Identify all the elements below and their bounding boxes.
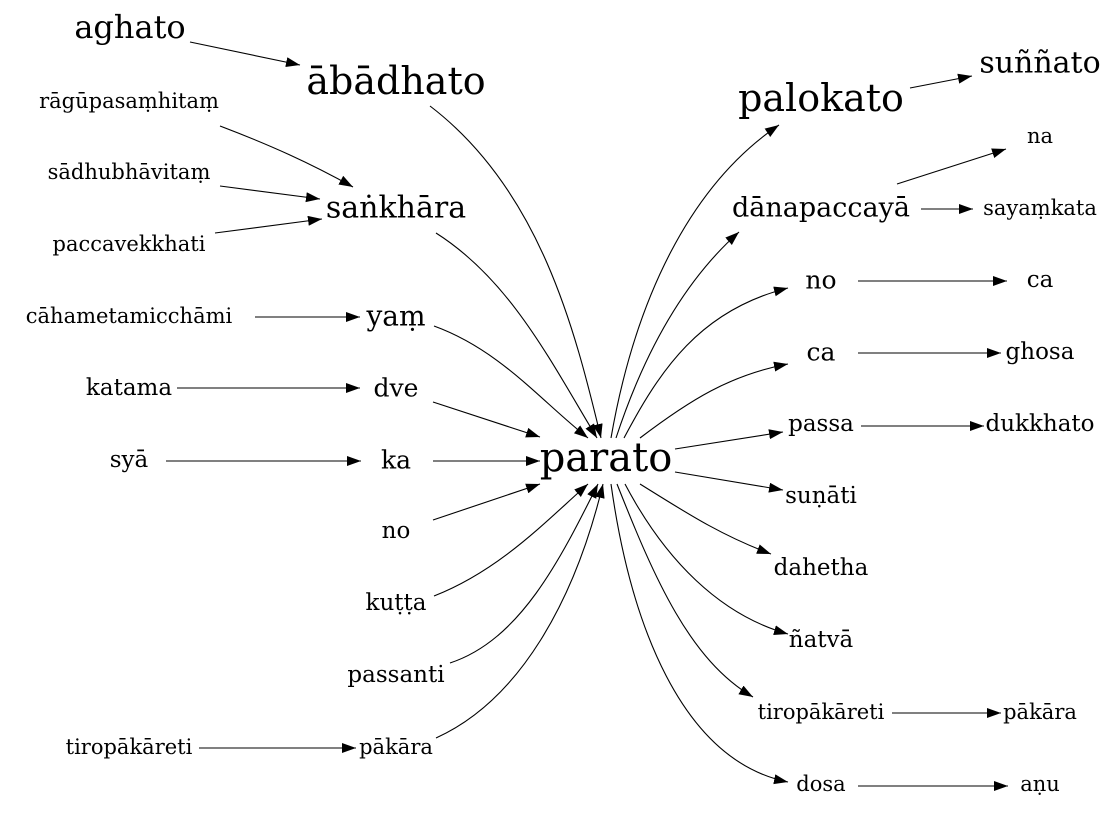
node-katama: katama <box>86 375 172 401</box>
node-ca-2: ca <box>807 338 836 367</box>
edge-sadhubhavitam-sankhara <box>219 185 321 203</box>
node-dve: dve <box>374 374 419 403</box>
node-sunati: suṇāti <box>785 483 857 509</box>
edge-paccavekkhati-sankhara <box>214 215 323 234</box>
edge-danapaccaya-na <box>896 148 1007 185</box>
node-dukkhato: dukkhato <box>985 411 1094 437</box>
node-pakara-right: pākāra <box>1003 700 1077 724</box>
node-abadhato: ābādhato <box>306 59 485 103</box>
node-pakara-left: pākāra <box>359 735 433 759</box>
edge-parato-tiropakareti-right <box>616 483 754 698</box>
node-sadhubhavitam: sādhubhāvitaṃ <box>48 160 211 184</box>
node-parato: parato <box>540 435 673 481</box>
node-anu: aṇu <box>1020 772 1060 796</box>
edge-abadhato-parato <box>429 105 603 439</box>
node-ghosa: ghosa <box>1006 339 1075 365</box>
node-sya: syā <box>110 447 149 473</box>
node-tiropakareti-left: tiropākāreti <box>66 735 193 759</box>
node-passa: passa <box>788 411 854 437</box>
edge-dve-parato <box>432 401 541 438</box>
node-natva: ñatvā <box>789 627 854 653</box>
node-dahetha: dahetha <box>774 555 869 581</box>
node-danapaccaya: dānapaccayā <box>732 193 910 224</box>
edge-parato-natva <box>624 483 789 636</box>
node-sayamkata: sayaṃkata <box>983 196 1097 220</box>
edge-parato-ca-2 <box>639 361 789 439</box>
node-no-right: no <box>805 266 836 295</box>
node-aghato: aghato <box>74 8 185 46</box>
node-ca-1: ca <box>1027 267 1054 293</box>
edge-parato-no-right <box>623 286 789 439</box>
node-palokato: palokato <box>738 76 904 120</box>
edge-parato-passa <box>674 429 784 450</box>
node-cahametamicchami: cāhametamicchāmi <box>26 304 233 328</box>
nodes: aghato ābādhato rāgūpasaṃhitaṃ sādhubhāv… <box>26 8 1101 796</box>
node-ka: ka <box>381 446 411 475</box>
edge-kutta-parato <box>433 483 589 597</box>
edge-parato-danapaccaya <box>615 231 740 439</box>
node-sankhara: saṅkhāra <box>326 191 466 226</box>
edge-ragupasamhitam-sankhara <box>219 125 354 188</box>
edge-parato-dosa <box>610 483 789 785</box>
edge-sankhara-parato <box>435 232 598 439</box>
edge-parato-palokato <box>610 124 780 439</box>
edge-no-left-parato <box>432 483 541 521</box>
node-yam: yaṃ <box>365 300 425 333</box>
node-dosa: dosa <box>796 772 845 796</box>
edge-palokato-sunnato <box>909 73 973 89</box>
node-paccavekkhati: paccavekkhati <box>53 232 206 256</box>
node-sunnato: suññato <box>979 46 1100 81</box>
node-na: na <box>1027 124 1053 148</box>
node-no-left: no <box>382 518 411 544</box>
node-kutta: kuṭṭa <box>366 590 427 616</box>
edge-yam-parato <box>433 325 589 439</box>
edge-parato-sunati <box>674 471 784 493</box>
node-tiropakareti-right: tiropākāreti <box>758 700 885 724</box>
edge-passanti-parato <box>449 483 599 664</box>
edges <box>166 41 1008 791</box>
edge-parato-dahetha <box>639 483 772 555</box>
node-ragupasamhitam: rāgūpasaṃhitaṃ <box>39 89 219 113</box>
edge-pakara-left-parato <box>435 483 605 739</box>
edge-aghato-abadhato <box>189 41 301 68</box>
node-passanti: passanti <box>347 662 444 688</box>
